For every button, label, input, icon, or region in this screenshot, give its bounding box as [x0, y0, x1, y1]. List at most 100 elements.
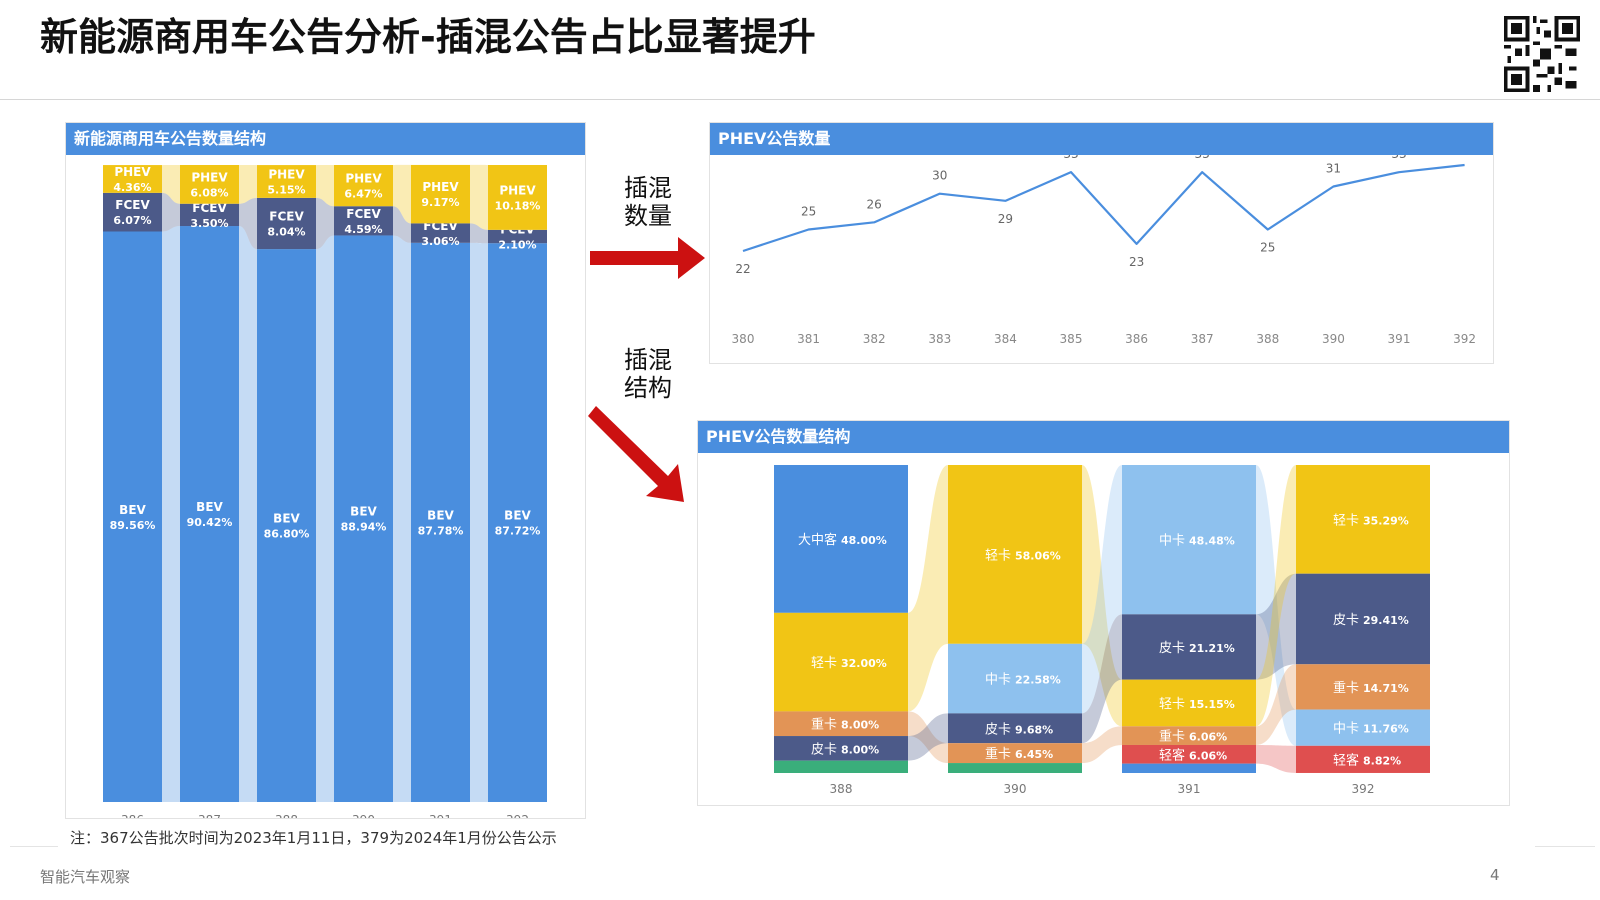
- structure-segment-value-label: 9.17%: [421, 196, 459, 209]
- phev-count-data-label: 33: [1063, 155, 1078, 161]
- phev-structure-flow-band: [1082, 465, 1122, 727]
- phev-structure-segment-value-label: 29.41%: [1363, 614, 1409, 627]
- structure-flow-band: [316, 235, 334, 802]
- phev-structure-bar-segment: [1296, 573, 1430, 665]
- structure-segment-value-label: 6.08%: [190, 186, 228, 199]
- structure-segment-series-label: FCEV: [346, 207, 381, 221]
- structure-segment-value-label: 8.04%: [267, 225, 305, 238]
- phev-structure-bar-segment: [1296, 709, 1430, 746]
- structure-segment-series-label: FCEV: [269, 209, 304, 223]
- structure-segment-value-label: 87.78%: [418, 524, 464, 537]
- structure-segment-series-label: BEV: [350, 505, 377, 519]
- phev-structure-bar-segment: [774, 612, 908, 712]
- phev-count-x-tick-label: 392: [1453, 332, 1476, 346]
- phev-count-x-tick-label: 384: [994, 332, 1017, 346]
- structure-segment-value-label: 90.42%: [187, 516, 233, 529]
- phev-count-line: [742, 163, 1465, 253]
- structure-bar-segment: [103, 231, 162, 802]
- phev-structure-segment-category-label: 轻客: [1159, 747, 1185, 763]
- structure-flow-band: [393, 235, 411, 802]
- structure-segment-value-label: 88.94%: [341, 521, 387, 534]
- phev-structure-bar-segment: [774, 736, 908, 761]
- structure-flow-band: [239, 165, 257, 204]
- phev-structure-x-tick-label: 392: [1352, 782, 1375, 796]
- structure-segment-value-label: 87.72%: [495, 525, 541, 538]
- phev-structure-flow-band: [1256, 744, 1296, 773]
- structure-x-tick-label: 388: [275, 813, 298, 818]
- phev-structure-segment-category-label: 轻卡: [1333, 513, 1359, 528]
- phev-count-x-tick-label: 387: [1191, 332, 1214, 346]
- structure-segment-value-label: 89.56%: [110, 519, 156, 532]
- phev-structure-bar-segment: [1122, 726, 1256, 745]
- phev-structure-segment-value-label: 9.68%: [1015, 723, 1053, 736]
- phev-structure-segment-value-label: 6.06%: [1189, 731, 1227, 744]
- phev-structure-bar-segment: [1296, 465, 1430, 574]
- phev-structure-flow-band: [1256, 465, 1296, 727]
- phev-structure-flow-band: [1082, 465, 1122, 714]
- phev-structure-segment-category-label: 重卡: [1333, 680, 1359, 696]
- phev-structure-bar-segment: [948, 743, 1082, 764]
- phev-structure-flow-band: [1256, 573, 1296, 680]
- qr-code-icon: [1504, 16, 1580, 92]
- structure-bar-segment: [180, 203, 239, 227]
- phev-structure-segment-category-label: 轻客: [1333, 752, 1359, 768]
- structure-segment-series-label: PHEV: [268, 167, 305, 181]
- phev-structure-segment-category-label: 轻卡: [985, 548, 1011, 563]
- phev-structure-segment-value-label: 14.71%: [1363, 682, 1409, 695]
- footer-divider-left: [10, 846, 58, 847]
- phev-count-data-label: 33: [1195, 155, 1210, 161]
- phev-structure-x-tick-label: 390: [1004, 782, 1027, 796]
- phev-count-data-label: 25: [801, 205, 816, 219]
- structure-chart-panel: 新能源商用车公告数量结构 BEV 89.56% FCEV 6.07% PHEV 4.36%…: [65, 122, 586, 819]
- structure-bar-segment: [257, 197, 316, 250]
- structure-segment-value-label: 5.15%: [267, 183, 305, 196]
- phev-count-x-tick-label: 391: [1388, 332, 1411, 346]
- structure-segment-series-label: BEV: [273, 512, 300, 526]
- phev-structure-segment-value-label: 8.00%: [841, 743, 879, 756]
- phev-structure-segment-category-label: 轻卡: [811, 656, 837, 671]
- phev-structure-flow-band: [908, 713, 948, 761]
- structure-segment-value-label: 2.10%: [498, 239, 536, 252]
- phev-structure-segment-category-label: 大中客: [798, 532, 837, 548]
- phev-count-data-label: 22: [735, 262, 750, 276]
- phev-count-data-label: 29: [998, 212, 1013, 226]
- footer-divider-right: [1535, 846, 1595, 847]
- footnote: 注：367公告批次时间为2023年1月11日，379为2024年1月份公告公示: [70, 829, 557, 847]
- structure-bar-segment: [334, 235, 393, 802]
- structure-flow-band: [470, 242, 488, 802]
- phev-count-title: PHEV公告数量: [710, 123, 1493, 155]
- phev-count-x-tick-label: 385: [1060, 332, 1083, 346]
- structure-bar-segment: [411, 242, 470, 802]
- structure-bar-segment: [334, 206, 393, 236]
- arrow-label-structure-text: 插混 结构: [624, 346, 672, 402]
- phev-structure-bar-segment: [948, 465, 1082, 644]
- structure-segment-series-label: PHEV: [345, 172, 382, 186]
- structure-bar-segment: [411, 223, 470, 243]
- structure-flow-band: [162, 192, 180, 232]
- arrow-label-structure: 插混 结构: [603, 346, 693, 402]
- structure-x-tick-label: 392: [506, 813, 529, 818]
- structure-segment-series-label: PHEV: [114, 165, 151, 179]
- phev-structure-segment-value-label: 32.00%: [841, 657, 887, 670]
- structure-flow-band: [239, 197, 257, 250]
- structure-x-tick-label: 387: [198, 813, 221, 818]
- phev-count-data-label: 30: [932, 169, 947, 183]
- phev-structure-chart: 大中客 48.00% 轻卡 32.00% 重卡 8.00% 皮卡 8.00% 388 轻卡 58.0…: [774, 465, 1430, 796]
- phev-count-data-label: 33: [1391, 155, 1406, 161]
- phev-count-data-label: 25: [1260, 241, 1275, 255]
- phev-structure-segment-value-label: 6.06%: [1189, 749, 1227, 762]
- structure-segment-value-label: 6.07%: [113, 214, 151, 227]
- phev-structure-segment-category-label: 皮卡: [1159, 641, 1185, 656]
- phev-structure-segment-category-label: 皮卡: [985, 722, 1011, 737]
- arrow-right-icon: [590, 237, 705, 279]
- footer-source: 智能汽车观察: [40, 868, 131, 886]
- structure-bar-segment: [488, 229, 547, 244]
- structure-chart-title: 新能源商用车公告数量结构: [66, 123, 585, 155]
- arrow-label-quantity: 插混 数量: [603, 174, 693, 230]
- structure-bar-segment: [103, 165, 162, 193]
- structure-bar-segment: [488, 165, 547, 230]
- structure-flow-band: [162, 226, 180, 802]
- structure-flow-band: [470, 164, 488, 230]
- phev-structure-flow-band: [1082, 726, 1122, 764]
- phev-structure-flow-band: [1082, 614, 1122, 744]
